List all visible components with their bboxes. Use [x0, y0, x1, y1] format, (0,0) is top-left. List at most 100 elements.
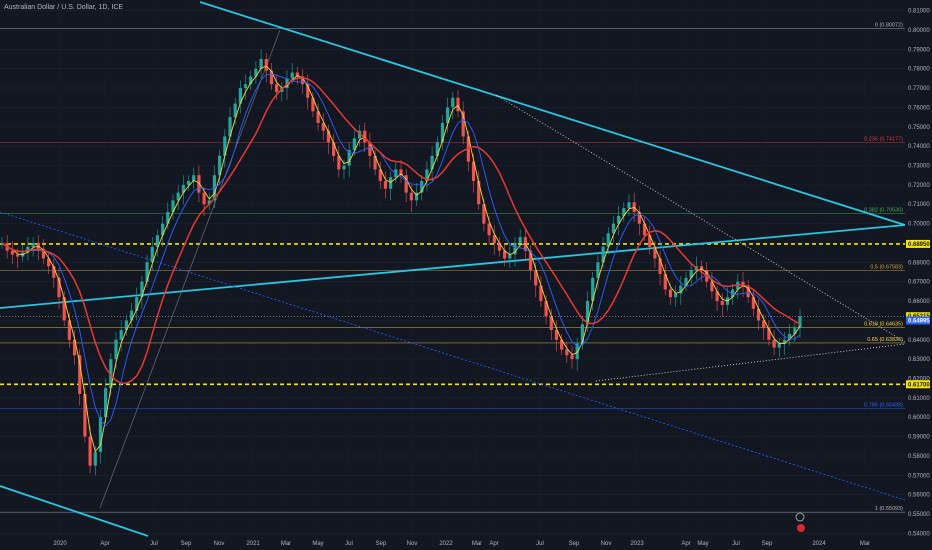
price-tick-label: 0.74000	[908, 144, 930, 150]
candle-body	[47, 258, 51, 267]
price-tick-label: 0.57000	[908, 473, 930, 479]
candle-body	[513, 242, 517, 255]
key-level-badge-label: 0.61700	[908, 382, 930, 388]
candle-body	[503, 250, 507, 259]
candle-body	[52, 266, 56, 278]
candle-body	[181, 184, 185, 193]
date-tick-label: Apr	[681, 541, 690, 547]
candle-body	[409, 192, 413, 201]
candle-body	[300, 76, 305, 85]
candle-body	[689, 270, 693, 278]
candle-body	[591, 277, 595, 302]
candle-body	[202, 192, 206, 205]
fib-level-label: 0.786 (0.60439)	[864, 403, 903, 409]
key-level-badge	[906, 239, 930, 248]
candle-body	[617, 215, 621, 224]
candle-body	[88, 436, 92, 466]
dotted-resistance-line	[495, 94, 906, 343]
candle-body	[606, 233, 610, 247]
candle-body	[332, 142, 336, 156]
candle-body	[378, 169, 382, 182]
candle-body	[746, 285, 750, 298]
candle-body	[699, 266, 704, 271]
candle-body	[41, 248, 46, 259]
candle-body	[326, 130, 331, 143]
candle-body	[104, 388, 108, 418]
candle-body	[710, 281, 714, 292]
candle-body	[290, 72, 294, 79]
candle-body	[767, 328, 771, 340]
candle-body	[67, 320, 71, 340]
event-badge-icon	[797, 524, 805, 532]
price-tick-label: 0.61000	[908, 396, 930, 402]
candle-body	[311, 97, 315, 112]
candle-body	[264, 59, 268, 71]
candle-body	[539, 285, 543, 302]
candle-body	[171, 200, 175, 212]
price-tick-label: 0.58000	[908, 454, 930, 460]
candle-body	[585, 301, 590, 325]
candle-body	[342, 165, 346, 170]
candle-body	[622, 208, 626, 216]
candle-body	[736, 281, 740, 290]
date-tick-label: Sep	[376, 541, 387, 547]
candle-body	[15, 254, 20, 257]
price-tick-label: 0.55000	[908, 512, 930, 518]
candle-body	[430, 155, 434, 170]
candle-body	[98, 417, 103, 453]
candle-body	[321, 122, 325, 131]
candle-body	[72, 339, 77, 356]
candle-body	[653, 246, 657, 259]
candle-body	[399, 169, 403, 176]
candle-body	[648, 235, 652, 247]
candle-body	[192, 175, 196, 182]
fibonacci-levels: 0 (0.80072) 0.236 (0.74177) 0.382 (0.70530…	[0, 23, 905, 513]
candle-body	[751, 297, 755, 309]
candle-body	[233, 103, 237, 118]
candle-body	[420, 181, 424, 193]
date-tick-label: Mar	[472, 541, 482, 547]
trendlines[interactable]	[0, 1, 906, 537]
candle-body	[668, 289, 673, 298]
descending-trendline	[199, 1, 906, 226]
candle-body	[238, 88, 242, 104]
candle-body	[10, 250, 14, 255]
date-tick-label: Jul	[732, 541, 740, 547]
price-tick-label: 0.75000	[908, 125, 930, 131]
price-tick-label: 0.72000	[908, 183, 930, 189]
candle-body	[383, 181, 388, 189]
fib-level-label: 0.618 (0.64635)	[864, 321, 903, 327]
ma-fast-line	[1, 65, 801, 453]
candle-body	[679, 285, 683, 294]
candle-body	[275, 84, 279, 92]
price-tick-label: 0.64000	[908, 338, 930, 344]
fib-level-label: 0.236 (0.74177)	[864, 137, 903, 143]
key-level-badge	[906, 380, 930, 389]
time-axis[interactable]: 2020 Apr Jul Sep Nov 2021 Mar May Jul Sep Nov 2022 M…	[53, 541, 870, 547]
price-badge	[906, 316, 930, 325]
date-tick-label: 2023	[630, 541, 644, 547]
dotted-support-line	[595, 343, 906, 382]
fib-anchor-line	[99, 29, 281, 509]
candle-body	[756, 308, 761, 321]
event-markers[interactable]	[795, 512, 805, 532]
ascending-trendline	[0, 224, 906, 309]
date-tick-label: 2024	[812, 541, 826, 547]
price-axis[interactable]: 0.81000 0.80000 0.79000 0.78000 0.77000 0.760…	[906, 0, 932, 550]
candle-body	[482, 204, 486, 224]
candle-body	[497, 242, 502, 251]
candle-body	[357, 130, 362, 139]
date-tick-label: Jul	[536, 541, 544, 547]
date-tick-label: Sep	[181, 541, 192, 547]
fib-level-label: 0 (0.80072)	[875, 23, 903, 29]
candle-body	[570, 355, 574, 360]
candle-body	[528, 250, 533, 271]
price-badge	[906, 312, 930, 321]
price-tick-label: 0.80000	[908, 28, 930, 34]
candle-body	[580, 324, 584, 344]
candle-body	[389, 177, 393, 189]
candle-body	[477, 181, 481, 205]
date-tick-label: Nov	[601, 541, 612, 547]
